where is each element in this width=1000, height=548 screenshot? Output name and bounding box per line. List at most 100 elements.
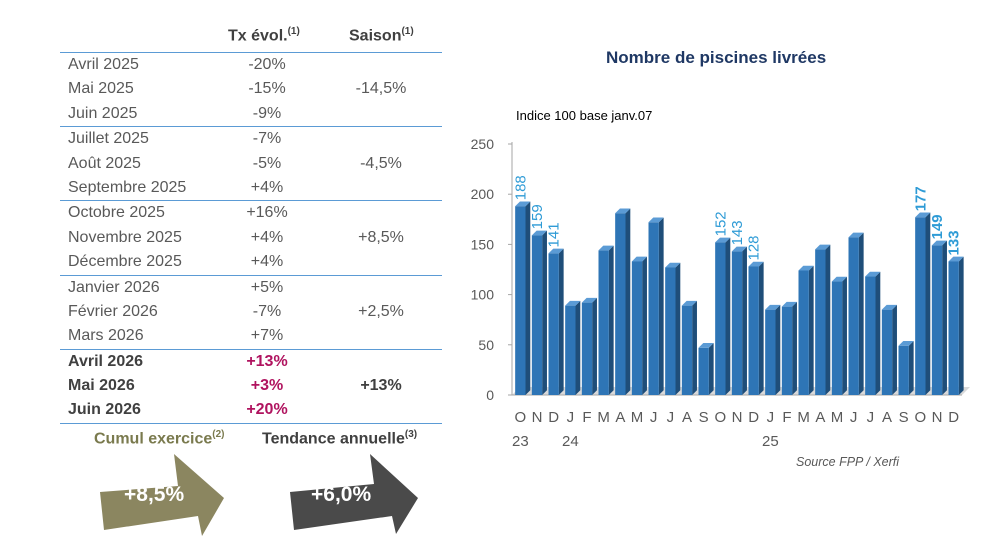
data-label: 159 — [529, 204, 546, 229]
trend-arrow — [290, 454, 418, 534]
season-cell: +13% — [360, 377, 402, 395]
month-cell: Septembre 2025 — [68, 178, 187, 196]
season-cell: +8,5% — [358, 228, 404, 246]
year-label: 24 — [562, 433, 579, 450]
rate-cell: -20% — [248, 56, 286, 73]
header-season: Saison(1) — [349, 26, 414, 45]
bar — [648, 222, 659, 395]
rate-cell: +7% — [250, 327, 284, 345]
bar-side — [642, 256, 647, 395]
month-cell: Octobre 2025 — [68, 204, 165, 222]
bar — [831, 281, 843, 395]
table-row: Octobre 2025 +16% — [60, 201, 442, 225]
bar-side — [742, 246, 747, 395]
x-tick-label: S — [899, 409, 909, 426]
bar-side — [675, 262, 681, 395]
bar-top — [565, 300, 581, 306]
rate-cell: +20% — [246, 401, 288, 419]
month-cell: Février 2026 — [68, 302, 158, 320]
bar-top — [881, 304, 897, 310]
rate-cell: -7% — [252, 130, 282, 148]
x-tick-label: S — [699, 409, 709, 426]
x-tick-label: A — [815, 409, 825, 426]
header-rate: Tx évol.(1) — [228, 26, 300, 45]
bar-side — [725, 237, 731, 395]
bar — [681, 305, 693, 395]
bar-top — [915, 212, 931, 218]
x-tick-label: M — [631, 409, 644, 426]
x-tick-label: J — [767, 409, 775, 426]
cumul-title: Cumul exercice(2) — [94, 429, 225, 448]
table-group: Avril 2026 +13% Mai 2026 +3% Juin 2026 +20% +1… — [60, 350, 442, 424]
table-row: Juin 2026 +20% — [60, 398, 442, 422]
y-tick-label: 250 — [471, 136, 495, 152]
year-label: 25 — [762, 433, 779, 450]
bar — [531, 235, 543, 395]
bar-side — [808, 265, 814, 395]
bar-top — [681, 300, 697, 306]
month-cell: Août 2025 — [68, 154, 141, 172]
bar-side — [625, 208, 631, 395]
x-tick-label: M — [797, 409, 810, 426]
bar-top — [815, 244, 831, 250]
bar-top — [698, 343, 714, 348]
month-cell: Juillet 2025 — [68, 130, 149, 148]
table-row: Avril 2025 -20% — [60, 53, 442, 77]
table-group: Janvier 2026 +5% Février 2026 -7% Mars 2026 +… — [60, 276, 442, 350]
data-label: 149 — [929, 214, 946, 239]
month-cell: Mai 2025 — [68, 80, 134, 98]
season-cell: +2,5% — [358, 302, 404, 320]
bar-side — [925, 212, 931, 395]
y-tick-label: 50 — [478, 337, 494, 353]
bar-top — [731, 246, 747, 252]
bar-side — [575, 300, 581, 395]
x-tick-label: O — [714, 409, 726, 426]
rate-cell: -9% — [252, 104, 282, 122]
rate-cell: +5% — [250, 278, 284, 296]
chart-source: Source FPP / Xerfi — [796, 455, 900, 469]
bar — [715, 242, 726, 395]
table-row: Juin 2025 -9% — [60, 102, 442, 126]
bar — [665, 267, 676, 395]
bar — [915, 217, 926, 395]
table-row: Janvier 2026 +5% — [60, 276, 442, 300]
table-row: Avril 2026 +13% — [60, 350, 442, 374]
chart-note: Indice 100 base janv.07 — [516, 108, 653, 123]
bar-side — [958, 256, 964, 395]
bar — [598, 250, 609, 395]
bar-side — [525, 201, 531, 395]
table-row: Novembre 2025 +4% — [60, 226, 442, 250]
x-tick-label: A — [682, 409, 692, 426]
month-cell: Mai 2026 — [68, 377, 135, 395]
bar — [931, 245, 943, 395]
bar — [748, 266, 759, 395]
data-label: 152 — [712, 211, 729, 236]
bar-side — [825, 244, 831, 395]
rate-cell: +16% — [246, 204, 288, 222]
table-row: Septembre 2025 +4% — [60, 176, 442, 200]
x-tick-label: M — [831, 409, 844, 426]
bar-top — [765, 304, 781, 310]
month-cell: Décembre 2025 — [68, 253, 182, 271]
month-cell: Novembre 2025 — [68, 228, 182, 246]
bar-top — [598, 245, 614, 251]
bar-top — [898, 341, 914, 346]
bar-side — [758, 261, 764, 395]
bar-top — [865, 271, 881, 277]
x-tick-label: M — [597, 409, 610, 426]
bar-top — [715, 237, 731, 243]
bar — [881, 309, 893, 395]
y-tick-label: 0 — [486, 387, 494, 403]
bar-top — [848, 232, 864, 238]
month-cell: Avril 2026 — [68, 352, 144, 370]
x-tick-label: J — [567, 409, 575, 426]
bar — [581, 302, 593, 395]
table-row: Décembre 2025 +4% — [60, 250, 442, 274]
x-tick-label: J — [667, 409, 675, 426]
y-tick-label: 150 — [471, 236, 495, 252]
bar-top — [648, 217, 664, 223]
bar — [815, 249, 826, 395]
month-cell: Juin 2025 — [68, 104, 138, 122]
y-tick-label: 200 — [471, 186, 495, 202]
rate-cell: +4% — [250, 178, 284, 196]
